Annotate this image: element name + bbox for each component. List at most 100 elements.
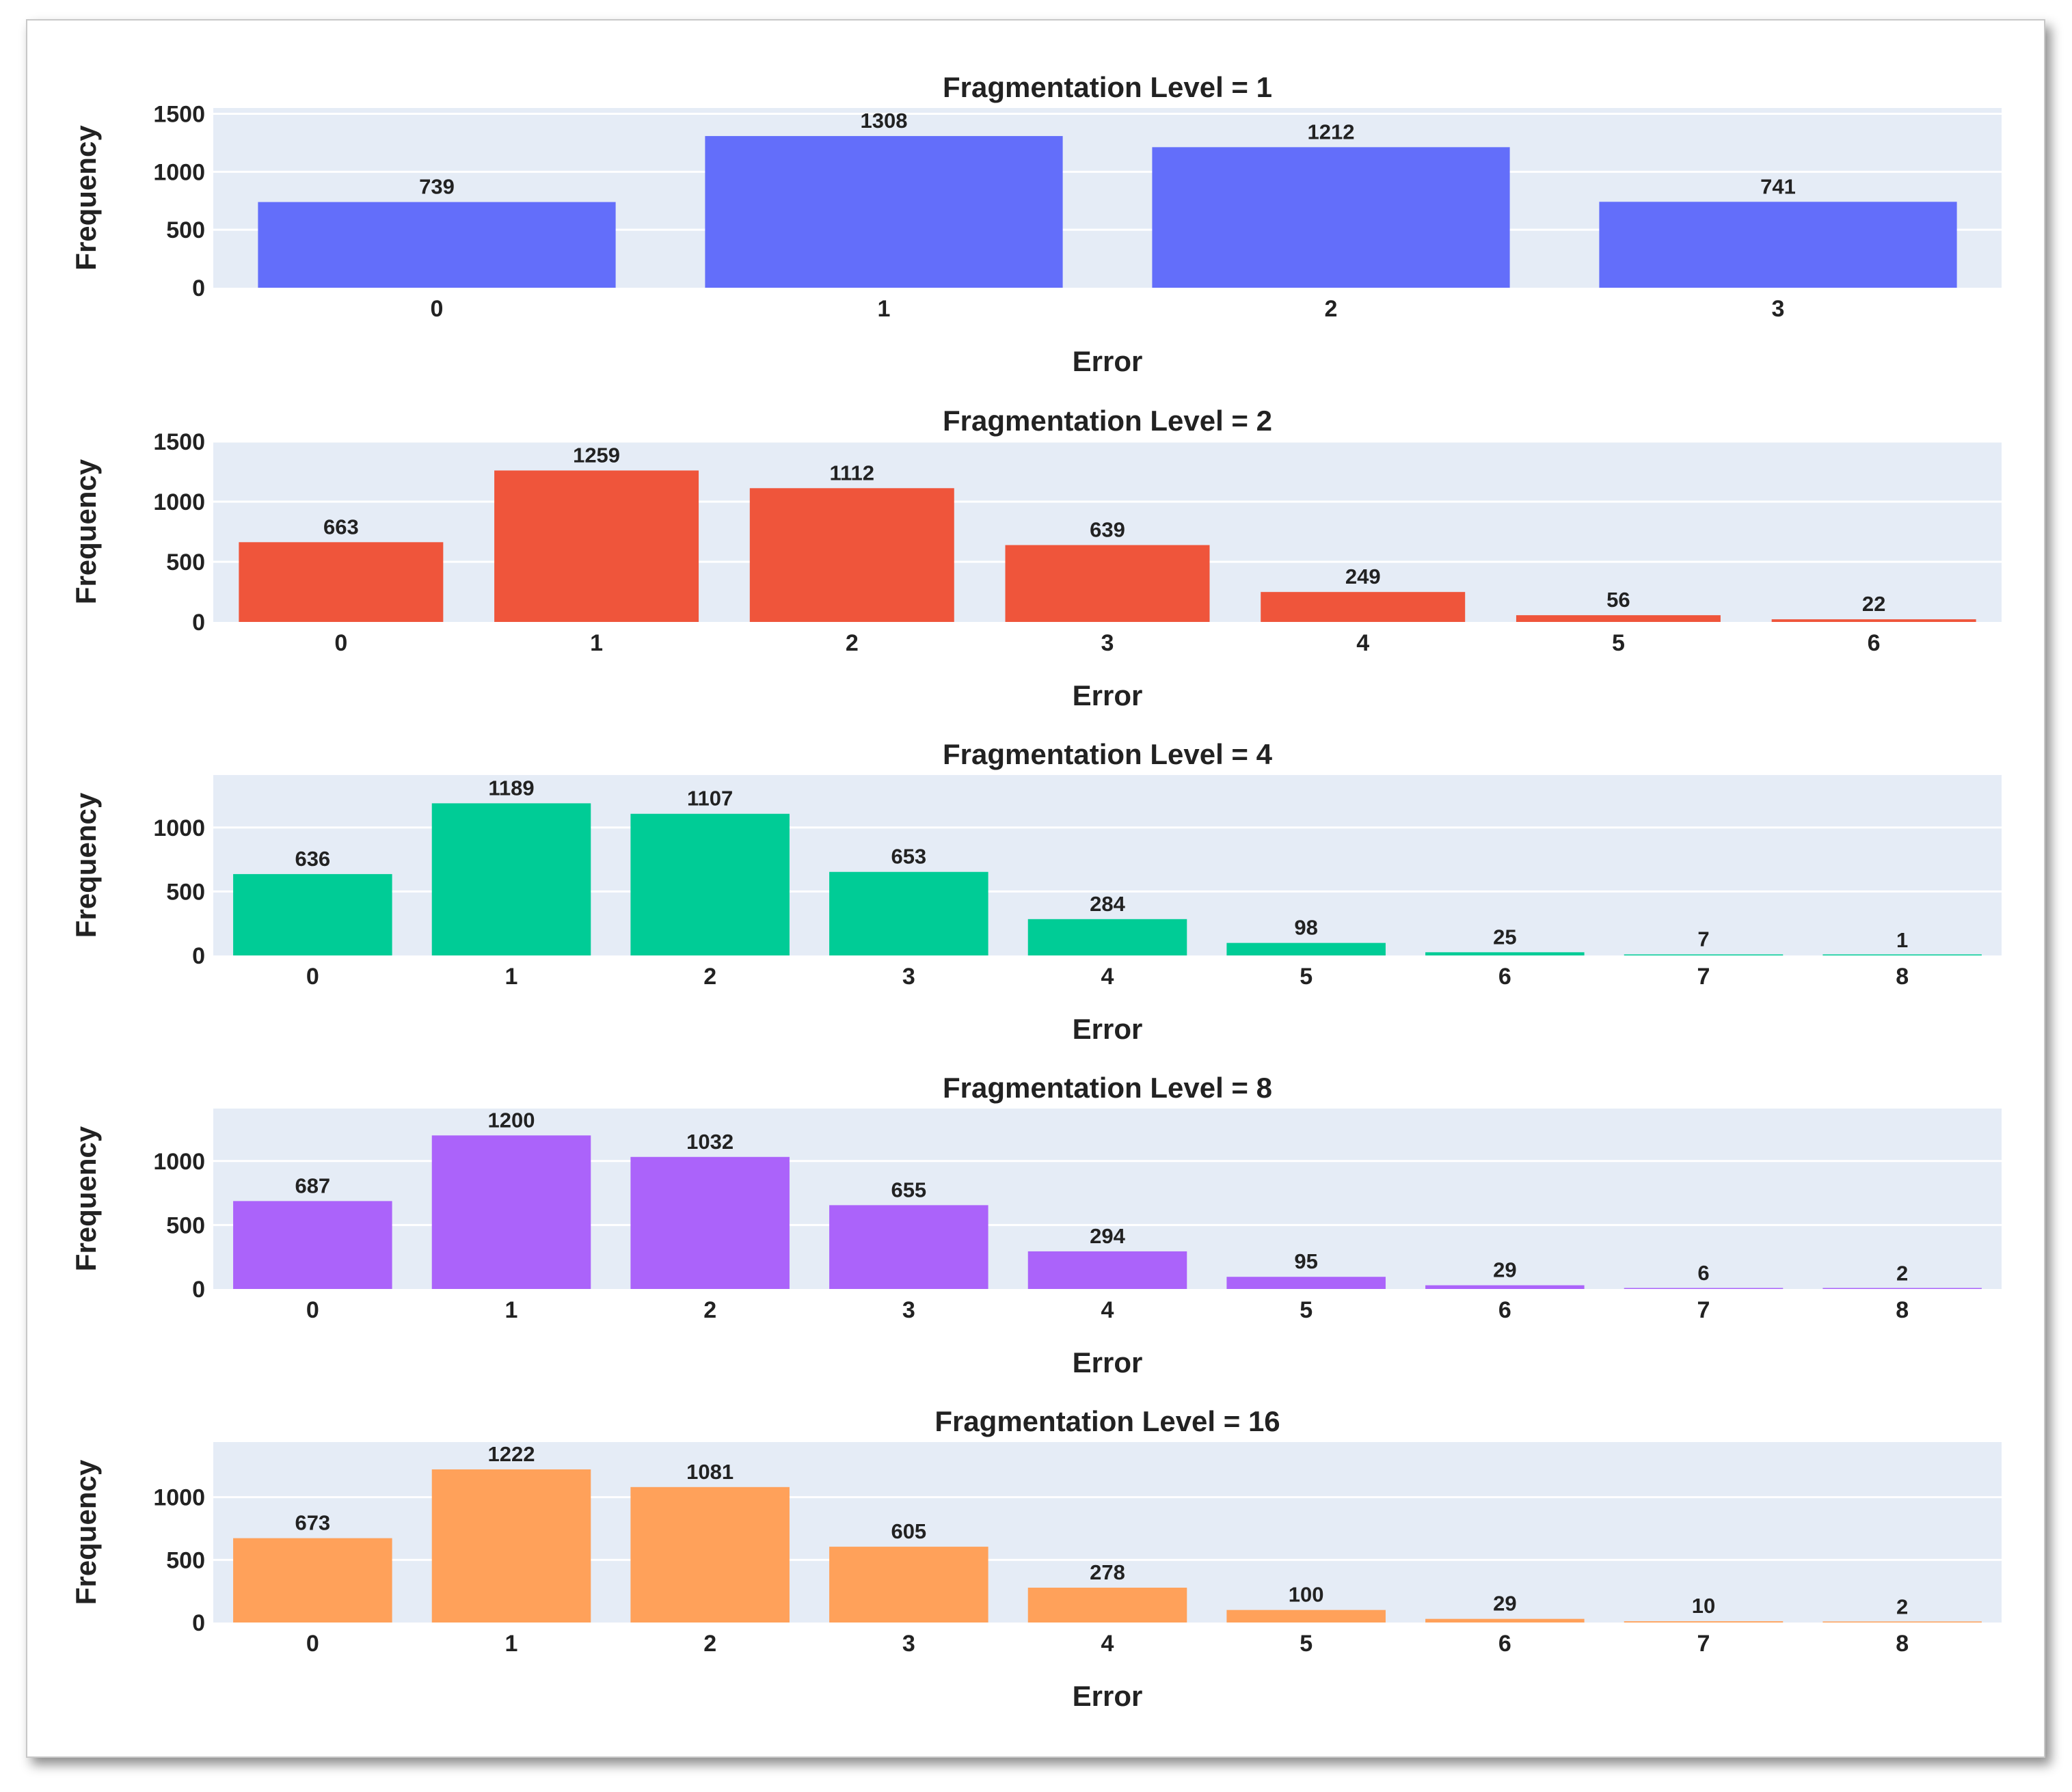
x-tick-label-4-1: 1 xyxy=(505,1631,518,1657)
data-label-4-1: 1222 xyxy=(488,1442,535,1466)
y-tick-label-3-2: 1000 xyxy=(153,1149,205,1175)
bar-3-1 xyxy=(431,1135,591,1289)
y-tick-label-1-1: 500 xyxy=(166,549,205,575)
y-tick-label-3-0: 0 xyxy=(192,1277,205,1303)
x-tick-label-3-4: 4 xyxy=(1101,1297,1114,1323)
data-label-1-1: 1259 xyxy=(573,443,620,467)
bar-0-2 xyxy=(1152,147,1510,288)
y-tick-label-3-1: 500 xyxy=(166,1212,205,1238)
bar-3-6 xyxy=(1425,1285,1585,1289)
bar-3-4 xyxy=(1027,1251,1187,1289)
y-tick-label-0-0: 0 xyxy=(192,275,205,301)
data-label-4-3: 605 xyxy=(891,1519,926,1543)
data-label-4-0: 673 xyxy=(295,1511,330,1535)
data-label-2-0: 636 xyxy=(295,847,330,871)
data-label-2-2: 1107 xyxy=(687,787,733,811)
x-tick-label-2-7: 7 xyxy=(1697,964,1710,990)
bar-1-1 xyxy=(494,470,699,622)
chart-title-3: Fragmentation Level = 8 xyxy=(943,1072,1272,1104)
y-tick-label-1-3: 1500 xyxy=(153,429,205,455)
x-tick-label-2-3: 3 xyxy=(902,964,915,990)
chart-title-0: Fragmentation Level = 1 xyxy=(943,71,1272,103)
x-tick-label-4-5: 5 xyxy=(1300,1631,1313,1657)
x-tick-label-4-8: 8 xyxy=(1896,1631,1909,1657)
x-tick-label-3-5: 5 xyxy=(1300,1297,1313,1323)
data-label-2-5: 98 xyxy=(1294,916,1317,940)
bar-4-8 xyxy=(1822,1621,1982,1623)
y-tick-label-1-0: 0 xyxy=(192,610,205,636)
x-axis-title-0: Error xyxy=(1073,345,1143,377)
bar-0-1 xyxy=(705,136,1063,288)
x-tick-label-1-4: 4 xyxy=(1356,630,1369,656)
x-axis-title-1: Error xyxy=(1073,679,1143,711)
bar-1-4 xyxy=(1261,592,1466,622)
x-tick-label-3-7: 7 xyxy=(1697,1297,1710,1323)
bar-3-7 xyxy=(1624,1288,1784,1289)
y-tick-label-2-2: 1000 xyxy=(153,815,205,841)
chart-title-2: Fragmentation Level = 4 xyxy=(943,738,1273,770)
bar-1-3 xyxy=(1005,545,1210,622)
x-tick-label-3-6: 6 xyxy=(1498,1297,1511,1323)
data-label-2-1: 1189 xyxy=(488,776,534,800)
x-tick-label-4-7: 7 xyxy=(1697,1631,1710,1657)
bar-2-1 xyxy=(431,803,591,955)
data-label-3-2: 1032 xyxy=(686,1130,734,1154)
data-label-3-6: 29 xyxy=(1493,1258,1516,1282)
y-tick-label-2-1: 500 xyxy=(166,879,205,905)
bar-2-6 xyxy=(1425,952,1585,955)
data-label-2-6: 25 xyxy=(1493,925,1516,949)
data-label-3-5: 95 xyxy=(1294,1249,1317,1273)
x-tick-label-1-3: 3 xyxy=(1101,630,1114,656)
x-tick-label-2-1: 1 xyxy=(505,964,518,990)
x-tick-label-4-3: 3 xyxy=(902,1631,915,1657)
x-axis-title-4: Error xyxy=(1073,1680,1143,1712)
data-label-4-5: 100 xyxy=(1289,1583,1324,1607)
bar-2-3 xyxy=(829,871,988,955)
x-tick-label-0-0: 0 xyxy=(431,296,444,322)
chart-title-1: Fragmentation Level = 2 xyxy=(943,405,1272,437)
bar-3-3 xyxy=(829,1205,988,1289)
x-tick-label-3-0: 0 xyxy=(306,1297,319,1323)
data-label-1-3: 639 xyxy=(1090,518,1125,542)
y-tick-label-0-3: 1500 xyxy=(153,101,205,127)
x-tick-label-2-2: 2 xyxy=(703,964,716,990)
bar-3-0 xyxy=(233,1201,392,1289)
bar-3-8 xyxy=(1822,1288,1982,1289)
y-tick-label-0-1: 500 xyxy=(166,217,205,243)
data-label-1-2: 1112 xyxy=(830,461,875,485)
x-tick-label-4-4: 4 xyxy=(1101,1631,1114,1657)
data-label-3-7: 6 xyxy=(1697,1261,1709,1285)
data-label-0-3: 741 xyxy=(1760,174,1796,198)
bar-0-3 xyxy=(1599,202,1957,288)
bar-2-4 xyxy=(1027,919,1187,955)
data-label-4-4: 278 xyxy=(1090,1560,1125,1584)
y-axis-title-0: Frequency xyxy=(70,125,102,271)
x-tick-label-2-6: 6 xyxy=(1498,964,1511,990)
y-tick-label-0-2: 1000 xyxy=(153,159,205,185)
bar-4-3 xyxy=(829,1547,988,1623)
x-tick-label-1-1: 1 xyxy=(590,630,603,656)
data-label-0-2: 1212 xyxy=(1308,120,1355,144)
data-label-4-8: 2 xyxy=(1896,1595,1908,1619)
data-label-1-5: 56 xyxy=(1606,588,1630,612)
bar-4-5 xyxy=(1226,1610,1386,1623)
data-label-4-2: 1081 xyxy=(686,1460,734,1484)
y-axis-title-3: Frequency xyxy=(70,1126,102,1271)
x-tick-label-0-3: 3 xyxy=(1772,296,1785,322)
x-tick-label-1-0: 0 xyxy=(334,630,347,656)
x-tick-label-2-8: 8 xyxy=(1896,964,1909,990)
bar-2-0 xyxy=(233,873,392,955)
data-label-2-8: 1 xyxy=(1896,928,1908,952)
data-label-3-1: 1200 xyxy=(488,1108,535,1132)
data-label-0-1: 1308 xyxy=(861,109,908,133)
bar-4-6 xyxy=(1425,1618,1585,1623)
x-tick-label-2-4: 4 xyxy=(1101,964,1114,990)
data-label-2-4: 284 xyxy=(1090,892,1125,916)
chart-title-4: Fragmentation Level = 16 xyxy=(934,1405,1280,1437)
data-label-3-8: 2 xyxy=(1896,1262,1908,1286)
y-tick-label-1-2: 1000 xyxy=(153,489,205,515)
data-label-1-4: 249 xyxy=(1345,565,1381,588)
x-tick-label-1-6: 6 xyxy=(1868,630,1881,656)
bar-3-5 xyxy=(1226,1277,1386,1289)
x-tick-label-4-0: 0 xyxy=(306,1631,319,1657)
